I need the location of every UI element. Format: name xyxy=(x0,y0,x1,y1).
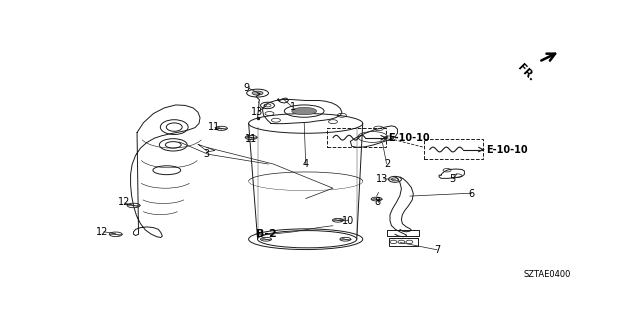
Text: 7: 7 xyxy=(434,245,440,255)
Bar xyxy=(387,230,419,236)
Text: 12: 12 xyxy=(96,227,109,237)
Text: 9: 9 xyxy=(243,83,249,93)
Text: SZTAE0400: SZTAE0400 xyxy=(524,270,571,279)
Text: 13: 13 xyxy=(376,174,388,184)
Text: 8: 8 xyxy=(374,197,381,207)
Text: 13: 13 xyxy=(252,107,264,117)
Text: 3: 3 xyxy=(204,149,209,159)
Text: 4: 4 xyxy=(303,159,308,169)
Text: 1: 1 xyxy=(290,102,296,112)
Text: FR.: FR. xyxy=(516,62,536,83)
Text: 12: 12 xyxy=(118,197,130,207)
Text: E-10-10: E-10-10 xyxy=(388,133,430,143)
Text: 6: 6 xyxy=(468,188,475,199)
Bar xyxy=(327,128,385,147)
Text: 5: 5 xyxy=(449,174,455,184)
Ellipse shape xyxy=(252,91,263,95)
Text: E-10-10: E-10-10 xyxy=(486,145,527,155)
Text: 11: 11 xyxy=(208,122,220,132)
Bar xyxy=(424,140,483,159)
Text: 10: 10 xyxy=(342,216,354,226)
Bar xyxy=(388,238,419,246)
Text: 2: 2 xyxy=(385,159,390,169)
Text: 11: 11 xyxy=(245,134,257,144)
Text: B-2: B-2 xyxy=(256,229,277,239)
Ellipse shape xyxy=(292,108,317,115)
